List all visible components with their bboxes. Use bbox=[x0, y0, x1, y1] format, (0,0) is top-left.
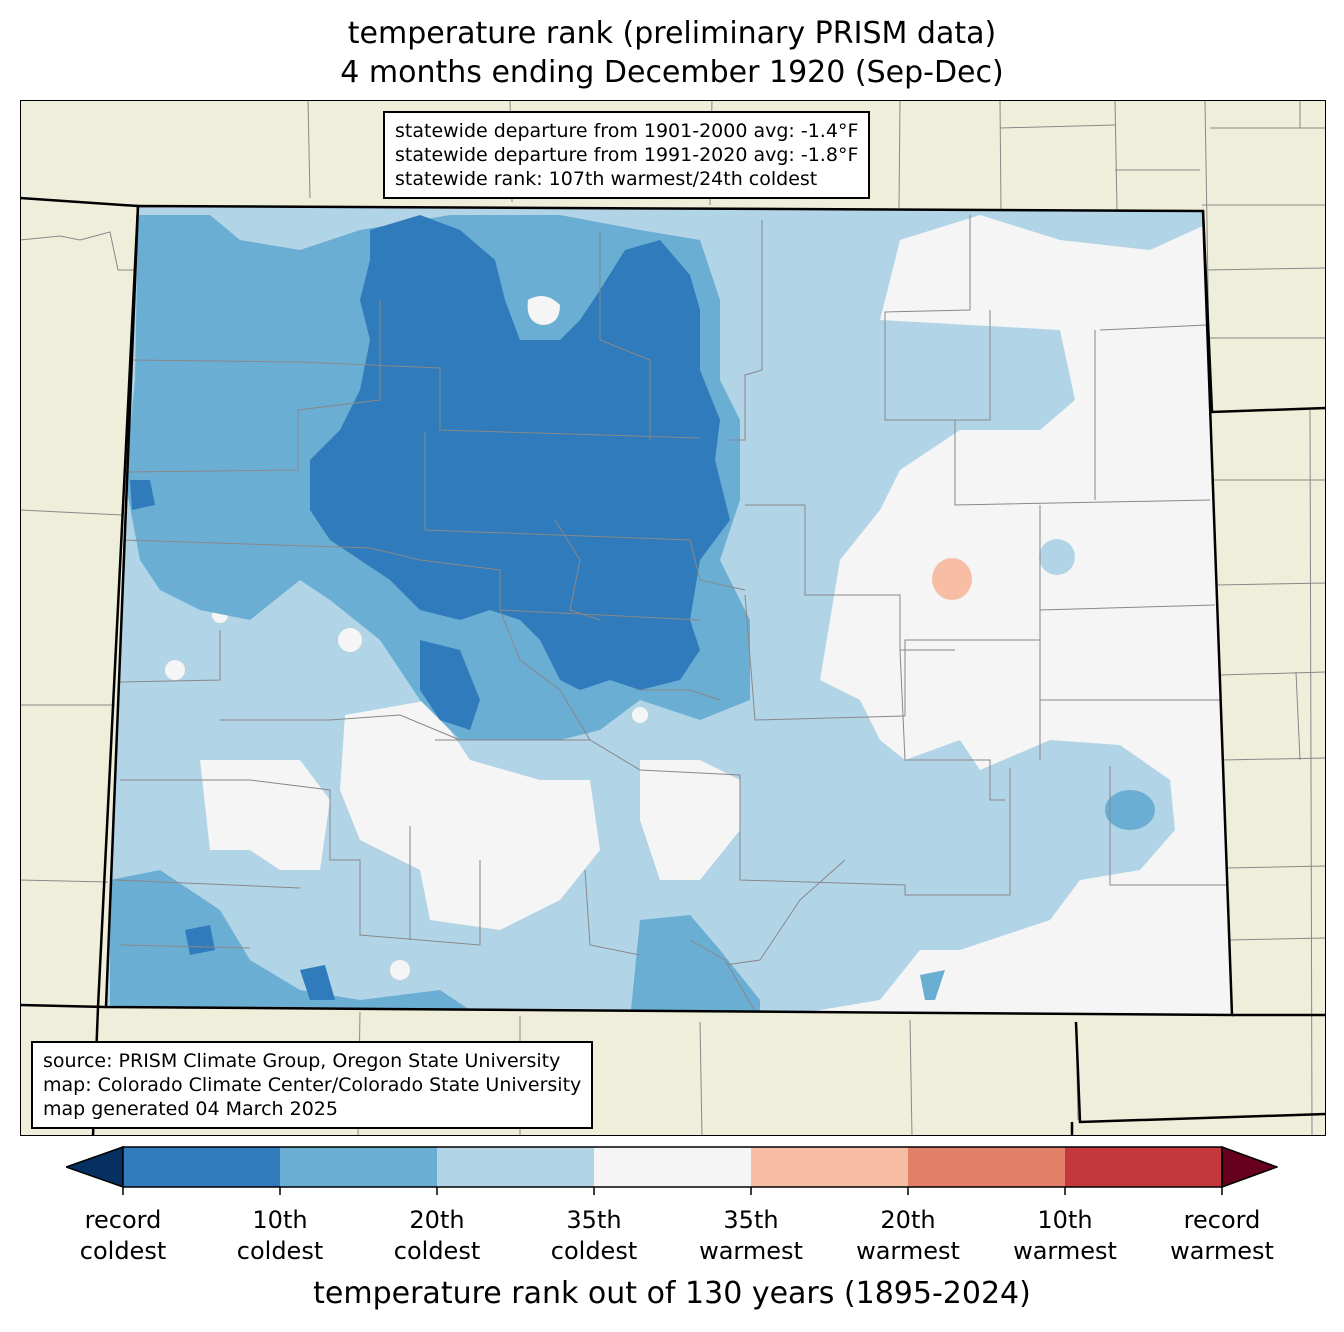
colorbar-tick-label: 20th coldest bbox=[357, 1205, 517, 1267]
tick-line-2: warmest bbox=[1170, 1237, 1274, 1265]
colorbar-tick-label: 10th warmest bbox=[985, 1205, 1145, 1267]
credits-box: source: PRISM Climate Group, Oregon Stat… bbox=[31, 1041, 594, 1129]
tick-line-1: record bbox=[1183, 1206, 1261, 1234]
neighbor-county-lines bbox=[20, 100, 1326, 1136]
tick-line-1: 20th bbox=[880, 1206, 936, 1234]
colorbar-tick-label: 10th coldest bbox=[200, 1205, 360, 1267]
rank-band-35th-warmest bbox=[932, 558, 972, 600]
colorbar-class-1 bbox=[123, 1147, 280, 1187]
colorbar-tick-label: record warmest bbox=[1142, 1205, 1302, 1267]
tick-line-2: coldest bbox=[79, 1237, 167, 1265]
tick-line-1: 10th bbox=[252, 1206, 308, 1234]
rank-band-10th-coldest bbox=[130, 215, 730, 1000]
map-title-line2: 4 months ending December 1920 (Sep-Dec) bbox=[340, 55, 1004, 90]
colorado-temperature-rank-map bbox=[20, 100, 1326, 1136]
tick-line-1: 35th bbox=[723, 1206, 779, 1234]
tick-line-1: 35th bbox=[566, 1206, 622, 1234]
rank-band-neutral-sw bbox=[165, 291, 740, 980]
tick-line-2: coldest bbox=[236, 1237, 324, 1265]
map-title-line1: temperature rank (preliminary PRISM data… bbox=[347, 16, 997, 51]
colorado-border bbox=[104, 204, 1234, 1017]
statewide-stats-box: statewide departure from 1901-2000 avg: … bbox=[383, 111, 871, 199]
colorbar-tick-marks bbox=[122, 1187, 1223, 1195]
stats-line-1: statewide departure from 1901-2000 avg: … bbox=[395, 120, 859, 142]
tick-line-2: coldest bbox=[393, 1237, 481, 1265]
colorbar-class-4 bbox=[594, 1147, 751, 1187]
credits-line-1: source: PRISM Climate Group, Oregon Stat… bbox=[43, 1050, 561, 1072]
tick-line-1: 20th bbox=[409, 1206, 465, 1234]
rank-band-neutral-north bbox=[527, 296, 560, 325]
colorbar-class-3 bbox=[437, 1147, 594, 1187]
colorbar-min-extension bbox=[66, 1146, 124, 1189]
colorbar-tick-label: 20th warmest bbox=[828, 1205, 988, 1267]
credits-line-2: map: Colorado Climate Center/Colorado St… bbox=[43, 1074, 582, 1096]
colorbar bbox=[66, 1146, 1278, 1195]
tick-line-2: warmest bbox=[699, 1237, 803, 1265]
colorado-county-lines bbox=[114, 215, 1227, 1015]
tick-line-2: coldest bbox=[550, 1237, 638, 1265]
colorbar-tick-label: 35th coldest bbox=[514, 1205, 674, 1267]
tick-line-1: record bbox=[84, 1206, 162, 1234]
colorbar-class-5 bbox=[751, 1147, 908, 1187]
colorbar-outline bbox=[122, 1146, 1223, 1188]
stats-line-2: statewide departure from 1991-2020 avg: … bbox=[395, 144, 859, 166]
colorbar-max-extension bbox=[1221, 1146, 1278, 1189]
stats-line-3: statewide rank: 107th warmest/24th colde… bbox=[395, 168, 818, 190]
colorbar-class-7 bbox=[1065, 1147, 1222, 1187]
tick-line-1: 10th bbox=[1037, 1206, 1093, 1234]
colorbar-class-2 bbox=[280, 1147, 437, 1187]
colorbar-tick-label: record coldest bbox=[43, 1205, 203, 1267]
colorbar-label: temperature rank out of 130 years (1895-… bbox=[313, 1276, 1031, 1311]
tick-line-2: warmest bbox=[1013, 1237, 1117, 1265]
colorado-rank-field bbox=[106, 206, 1232, 1015]
tick-line-2: warmest bbox=[856, 1237, 960, 1265]
credits-line-3: map generated 04 March 2025 bbox=[43, 1098, 338, 1120]
colorbar-class-6 bbox=[908, 1147, 1065, 1187]
colorbar-tick-label: 35th warmest bbox=[671, 1205, 831, 1267]
